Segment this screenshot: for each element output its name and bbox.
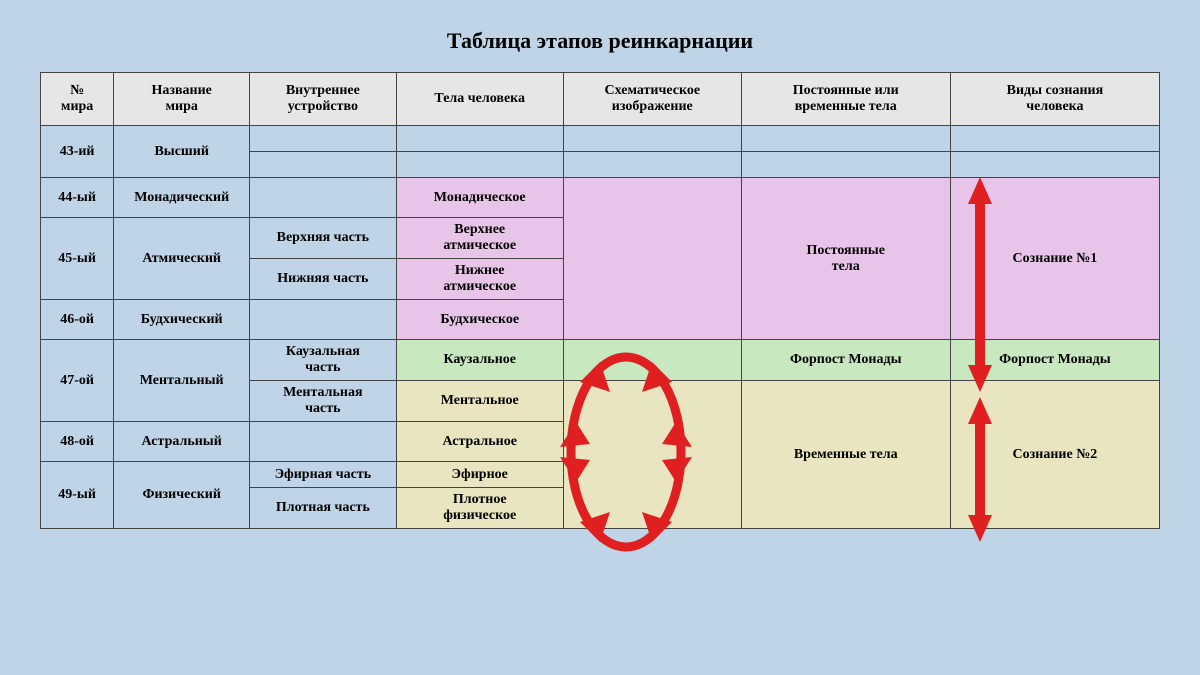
cell-43-num: 43-ий [41, 126, 114, 178]
cell-43a-body [396, 126, 563, 152]
cell-43a-struct [250, 126, 396, 152]
cell-45-lower-body: Нижнее атмическое [396, 259, 563, 300]
cell-yellow-schem [563, 381, 741, 529]
header-row: № мира Название мира Внутреннее устройст… [41, 73, 1160, 126]
col-header-num: № мира [41, 73, 114, 126]
cell-outpost-7: Форпост Монады [950, 340, 1159, 381]
cell-43a-consc [950, 126, 1159, 152]
cell-43b-body [396, 152, 563, 178]
cell-permanent: Постоянные тела [741, 178, 950, 340]
cell-47-causal-body: Каузальное [396, 340, 563, 381]
cell-45-name: Атмический [114, 218, 250, 300]
cell-46-body: Будхическое [396, 300, 563, 340]
table-container: № мира Название мира Внутреннее устройст… [40, 72, 1160, 529]
cell-45-upper-body: Верхнее атмическое [396, 218, 563, 259]
cell-43b-perm [741, 152, 950, 178]
cell-48-struct [250, 422, 396, 462]
cell-46-name: Будхический [114, 300, 250, 340]
cell-green-schem [563, 340, 741, 381]
page-title: Таблица этапов реинкарнации [447, 28, 753, 54]
cell-43a-perm [741, 126, 950, 152]
col-header-consciousness: Виды сознания человека [950, 73, 1159, 126]
cell-46-struct [250, 300, 396, 340]
cell-temporary: Временные тела [741, 381, 950, 529]
cell-43-name: Высший [114, 126, 250, 178]
cell-49-ether-body: Эфирное [396, 462, 563, 488]
cell-45-lower: Нижняя часть [250, 259, 396, 300]
cell-43b-struct [250, 152, 396, 178]
cell-44-body: Монадическое [396, 178, 563, 218]
cell-43b-consc [950, 152, 1159, 178]
cell-49-dense-body: Плотное физическое [396, 488, 563, 529]
col-header-permanence: Постоянные или временные тела [741, 73, 950, 126]
cell-consc2: Сознание №2 [950, 381, 1159, 529]
cell-43b-schem [563, 152, 741, 178]
cell-45-upper: Верхняя часть [250, 218, 396, 259]
reincarnation-table: № мира Название мира Внутреннее устройст… [40, 72, 1160, 529]
cell-44-name: Монадический [114, 178, 250, 218]
col-header-bodies: Тела человека [396, 73, 563, 126]
cell-44-num: 44-ый [41, 178, 114, 218]
row-43a: 43-ий Высший [41, 126, 1160, 152]
cell-48-name: Астральный [114, 422, 250, 462]
cell-49-dense: Плотная часть [250, 488, 396, 529]
cell-48-body: Астральное [396, 422, 563, 462]
cell-47-mental-body: Ментальное [396, 381, 563, 422]
cell-45-num: 45-ый [41, 218, 114, 300]
cell-49-name: Физический [114, 462, 250, 529]
cell-48-num: 48-ой [41, 422, 114, 462]
cell-49-ether: Эфирная часть [250, 462, 396, 488]
cell-44-struct [250, 178, 396, 218]
cell-46-num: 46-ой [41, 300, 114, 340]
cell-47-mental: Ментальная часть [250, 381, 396, 422]
cell-consc1: Сознание №1 [950, 178, 1159, 340]
col-header-structure: Внутреннее устройство [250, 73, 396, 126]
cell-47-name: Ментальный [114, 340, 250, 422]
cell-43a-schem [563, 126, 741, 152]
row-44: 44-ый Монадический Монадическое Постоянн… [41, 178, 1160, 218]
cell-pink-schem [563, 178, 741, 340]
row-47a: 47-ой Ментальный Каузальная часть Каузал… [41, 340, 1160, 381]
cell-outpost-6: Форпост Монады [741, 340, 950, 381]
col-header-name: Название мира [114, 73, 250, 126]
col-header-schematic: Схематическое изображение [563, 73, 741, 126]
cell-47-causal: Каузальная часть [250, 340, 396, 381]
cell-47-num: 47-ой [41, 340, 114, 422]
cell-49-num: 49-ый [41, 462, 114, 529]
